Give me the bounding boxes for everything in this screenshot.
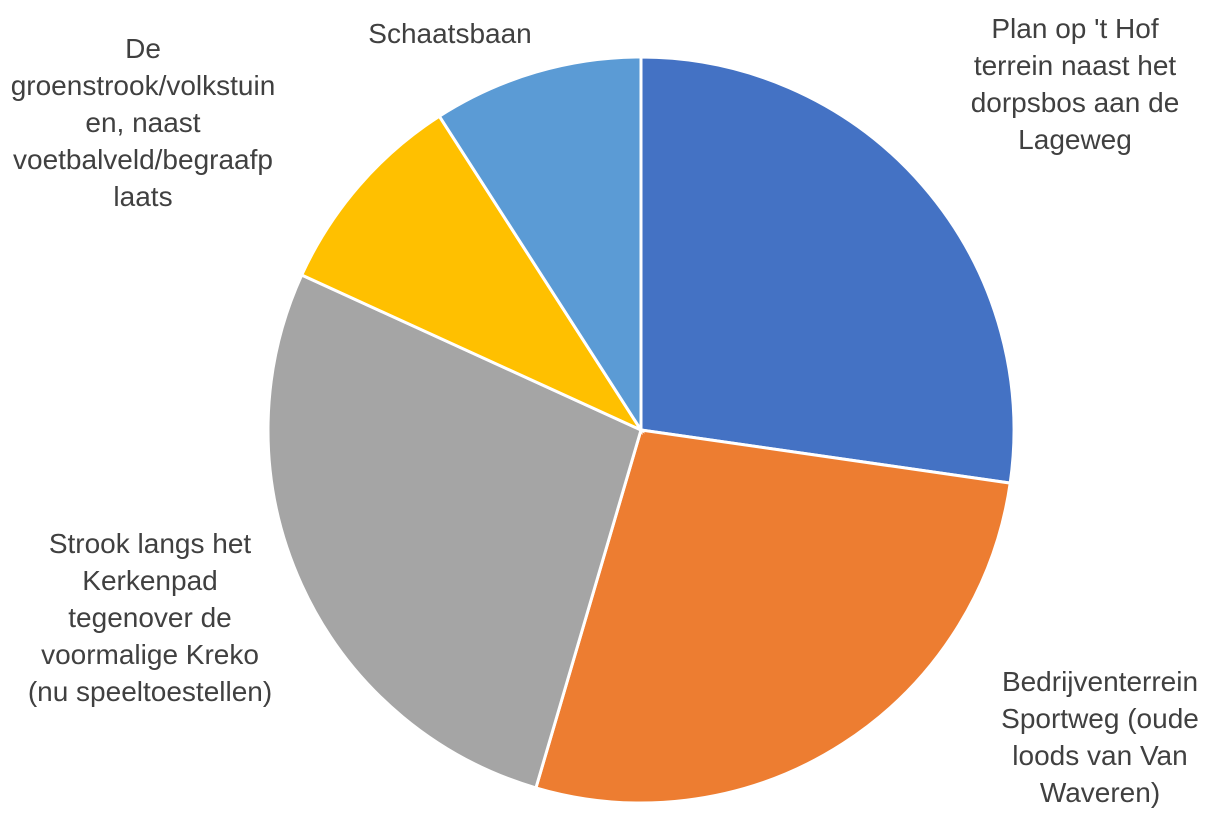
pie-slice [639, 55, 1016, 485]
slice-label: Schaatsbaan [368, 18, 532, 49]
pie-slice [266, 273, 643, 790]
slice-label: Plan op 't Hof terrein naast het dorpsbo… [970, 13, 1180, 155]
pie-slice [299, 114, 646, 434]
slice-label: De groenstrook/volkstuinen, naast voetba… [10, 33, 276, 212]
slice-label: Strook langs het Kerkenpad tegenover de … [27, 528, 273, 707]
slice-label: Bedrijventerrein Sportweg (oude loods va… [1001, 666, 1199, 808]
pie-slice [534, 428, 1012, 805]
pie-slice [437, 55, 643, 436]
